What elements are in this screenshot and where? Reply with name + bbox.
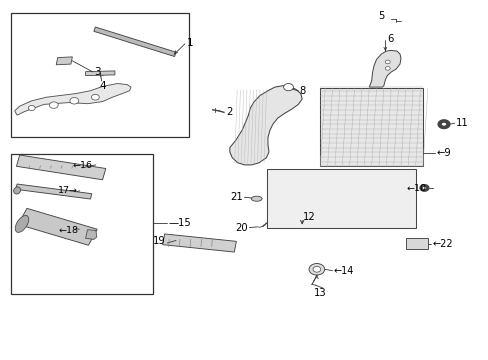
Circle shape (312, 266, 320, 272)
Text: ←9: ←9 (435, 148, 450, 158)
Text: ←10: ←10 (406, 184, 426, 193)
Circle shape (308, 264, 324, 275)
Circle shape (385, 60, 389, 64)
Text: ←22: ←22 (431, 239, 452, 249)
Text: ←14: ←14 (333, 266, 354, 276)
Bar (405, 238, 427, 249)
Circle shape (70, 98, 79, 104)
Bar (320, 88, 422, 166)
Bar (266, 169, 415, 228)
Text: 11: 11 (455, 118, 468, 128)
Text: 2: 2 (225, 107, 232, 117)
Polygon shape (229, 86, 302, 165)
Text: 19: 19 (152, 236, 165, 246)
Text: 1: 1 (186, 38, 193, 48)
Polygon shape (85, 71, 115, 76)
Polygon shape (56, 57, 72, 65)
Text: 13: 13 (313, 288, 326, 298)
Text: 8: 8 (299, 86, 305, 96)
Circle shape (91, 94, 99, 100)
Text: 3: 3 (94, 67, 101, 77)
Polygon shape (368, 50, 400, 87)
Polygon shape (17, 155, 105, 180)
Text: 17→: 17→ (58, 186, 78, 195)
Ellipse shape (15, 215, 29, 233)
Polygon shape (85, 230, 97, 239)
Text: 12: 12 (303, 212, 315, 222)
Ellipse shape (14, 187, 20, 194)
Circle shape (28, 105, 35, 111)
Polygon shape (18, 208, 97, 245)
Polygon shape (16, 184, 92, 199)
Text: ←18: ←18 (59, 226, 79, 235)
Polygon shape (163, 234, 236, 252)
Polygon shape (15, 84, 131, 115)
Text: ←16: ←16 (72, 161, 92, 170)
Circle shape (385, 67, 389, 70)
Text: 5: 5 (377, 11, 384, 21)
Text: —15: —15 (168, 218, 191, 228)
Bar (11, 154, 152, 294)
Circle shape (49, 102, 58, 108)
Polygon shape (94, 27, 176, 57)
Text: 4: 4 (99, 81, 106, 91)
Text: 21: 21 (229, 192, 242, 202)
Text: 6: 6 (386, 34, 393, 44)
Bar (11, 13, 189, 137)
Ellipse shape (251, 196, 262, 201)
Text: 20: 20 (234, 223, 247, 233)
Circle shape (283, 84, 293, 91)
